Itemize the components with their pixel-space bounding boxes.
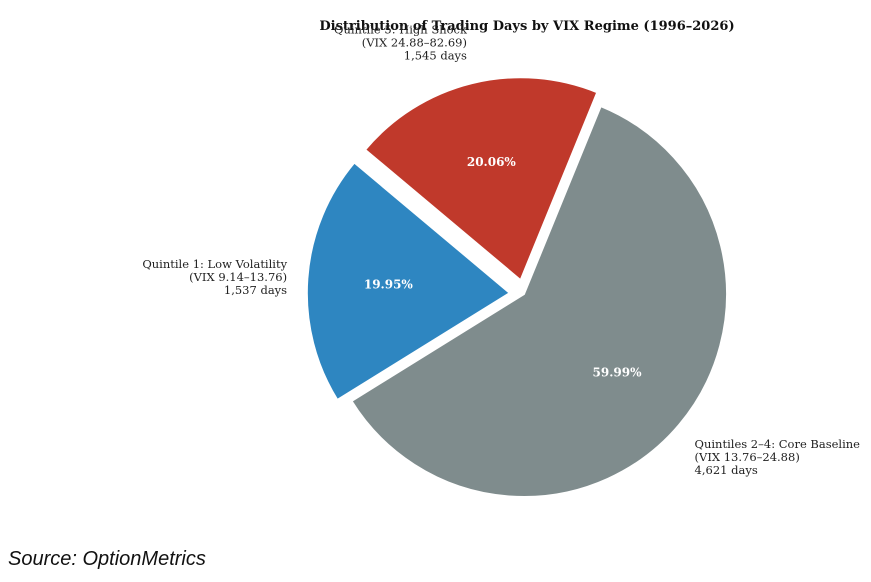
slice-label-2-name: Quintiles 2–4: Core Baseline xyxy=(695,437,861,451)
pie-slice-2 xyxy=(350,104,728,498)
slice-label-2-days-label: 4,621 days xyxy=(695,463,758,477)
pie-slice-1 xyxy=(305,161,512,402)
slice-label-2-range: (VIX 13.76–24.88) xyxy=(695,450,800,464)
slice-label-1-name: Quintile 1: Low Volatility xyxy=(142,257,287,271)
source-note: Source: OptionMetrics xyxy=(8,548,206,570)
slice-label-1-range: (VIX 9.14–13.76) xyxy=(189,270,287,284)
slice-percent-label-3: 20.06% xyxy=(467,155,517,169)
slice-label-3-range: (VIX 24.88–82.69) xyxy=(362,35,467,49)
slice-percent-label-2: 59.99% xyxy=(593,366,643,380)
pie-labels: 19.95% Quintile 1: Low Volatility(VIX 9.1… xyxy=(142,22,860,477)
chart-title: Distribution of Trading Days by VIX Regi… xyxy=(319,19,734,34)
pie-chart: Distribution of Trading Days by VIX Regi… xyxy=(142,19,860,498)
pie-slice-3 xyxy=(363,76,599,282)
slice-label-1-days-label: 1,537 days xyxy=(224,283,287,297)
slice-label-3-name: Quintile 5: High Shock xyxy=(334,22,468,36)
slice-label-3-days-label: 1,545 days xyxy=(404,48,467,62)
slice-percent-label-1: 19.95% xyxy=(364,277,414,291)
pie-slices xyxy=(305,76,728,498)
